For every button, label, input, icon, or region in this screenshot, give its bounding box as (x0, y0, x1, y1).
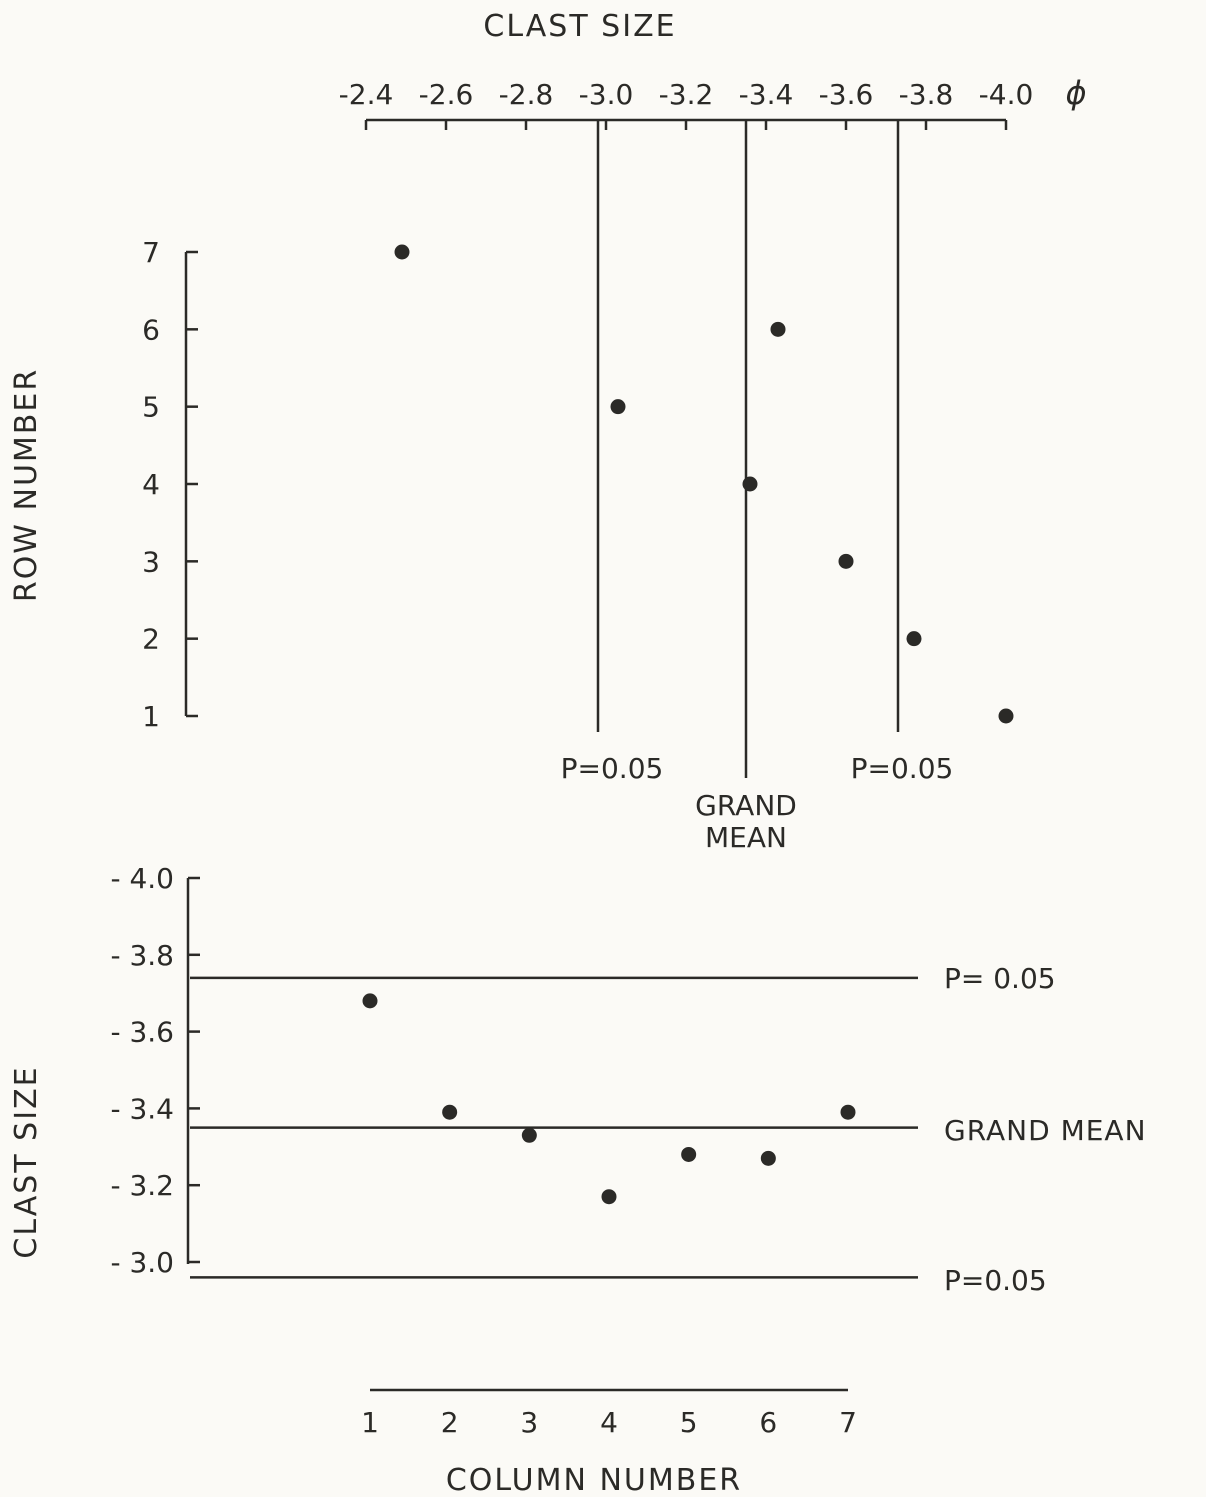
bottom-y-tick-label: - 3.4 (110, 1092, 174, 1125)
top-x-tick-label: -2.6 (419, 78, 474, 111)
top-x-tick-label: -2.4 (339, 78, 394, 111)
top-data-point (394, 244, 410, 260)
bottom-y-tick-label: - 4.0 (110, 862, 174, 895)
bottom-grand-mean-label: GRAND MEAN (944, 1114, 1147, 1147)
bottom-pline-lower-label: P=0.05 (944, 1264, 1047, 1297)
bottom-y-tick-label: - 3.2 (110, 1169, 174, 1202)
top-pline-left-label: P=0.05 (561, 752, 664, 785)
bottom-data-point (442, 1104, 458, 1120)
top-x-tick-label: -3.2 (659, 78, 714, 111)
bottom-x-tick-label: 1 (361, 1406, 379, 1439)
bottom-y-axis-title: CLAST SIZE (9, 1065, 44, 1258)
top-y-tick-label: 7 (142, 236, 160, 269)
bottom-x-axis-title: COLUMN NUMBER (446, 1463, 742, 1497)
top-y-tick-label: 3 (142, 545, 160, 578)
bottom-x-tick-label: 2 (441, 1406, 459, 1439)
top-grand-mean-label: GRAND MEAN (695, 789, 797, 854)
bottom-x-tick-label: 4 (600, 1406, 618, 1439)
row-number-chart: CLAST SIZE ϕ ROW NUMBER -2.4 -2.6 -2.8 -3.0… (9, 9, 1087, 854)
top-x-ticks: -2.4 -2.6 -2.8 -3.0 -3.2 -3.4 -3.6 -3.8 -4.0 (339, 78, 1034, 130)
bottom-x-tick-label: 7 (839, 1406, 857, 1439)
bottom-x-tick-label: 6 (759, 1406, 777, 1439)
bottom-data-points (362, 993, 856, 1205)
top-data-point (838, 553, 854, 569)
top-data-point (610, 399, 626, 415)
bottom-data-point (760, 1150, 776, 1166)
bottom-data-point (521, 1127, 537, 1143)
top-x-tick-label: -3.6 (819, 78, 874, 111)
bottom-x-tick-label: 5 (680, 1406, 698, 1439)
top-data-points (394, 244, 1014, 724)
bottom-y-tick-label: - 3.0 (110, 1246, 174, 1279)
top-data-point (998, 708, 1014, 724)
bottom-data-point (601, 1189, 617, 1205)
top-data-point (742, 476, 758, 492)
top-y-tick-label: 5 (142, 391, 160, 424)
top-data-point (906, 631, 922, 647)
top-x-tick-label: -2.8 (499, 78, 554, 111)
top-x-tick-label: -4.0 (979, 78, 1034, 111)
column-number-chart: CLAST SIZE COLUMN NUMBER - 3.0 - 3.2 - 3.4… (9, 862, 1147, 1497)
top-y-tick-label: 4 (142, 468, 160, 501)
top-y-ticks: 1 2 3 4 5 6 7 (142, 236, 198, 733)
bottom-data-point (362, 993, 378, 1009)
bottom-y-tick-label: - 3.6 (110, 1016, 174, 1049)
top-x-axis-unit: ϕ (1065, 74, 1086, 112)
bottom-data-point (840, 1104, 856, 1120)
top-x-tick-label: -3.0 (579, 78, 634, 111)
bottom-reference-lines (190, 976, 918, 1279)
bottom-x-tick-label: 3 (520, 1406, 538, 1439)
bottom-data-point (681, 1146, 697, 1162)
top-grand-mean-label-line: MEAN (705, 821, 787, 854)
top-pline-right-label: P=0.05 (851, 752, 954, 785)
top-x-axis-title: CLAST SIZE (483, 9, 676, 44)
top-reference-lines (596, 120, 900, 778)
top-x-tick-label: -3.4 (739, 78, 794, 111)
top-y-tick-label: 6 (142, 313, 160, 346)
bottom-x-ticks: 1 2 3 4 5 6 7 (361, 1406, 857, 1439)
top-data-point (770, 321, 786, 337)
top-x-tick-label: -3.8 (899, 78, 954, 111)
top-grand-mean-label-line: GRAND (695, 789, 797, 822)
top-y-tick-label: 2 (142, 623, 160, 656)
top-y-axis-title: ROW NUMBER (9, 368, 44, 602)
bottom-y-ticks: - 3.0 - 3.2 - 3.4 - 3.6 - 3.8 - 4.0 (110, 862, 200, 1279)
top-y-tick-label: 1 (142, 700, 160, 733)
bottom-y-tick-label: - 3.8 (110, 939, 174, 972)
bottom-pline-upper-label: P= 0.05 (944, 962, 1056, 995)
